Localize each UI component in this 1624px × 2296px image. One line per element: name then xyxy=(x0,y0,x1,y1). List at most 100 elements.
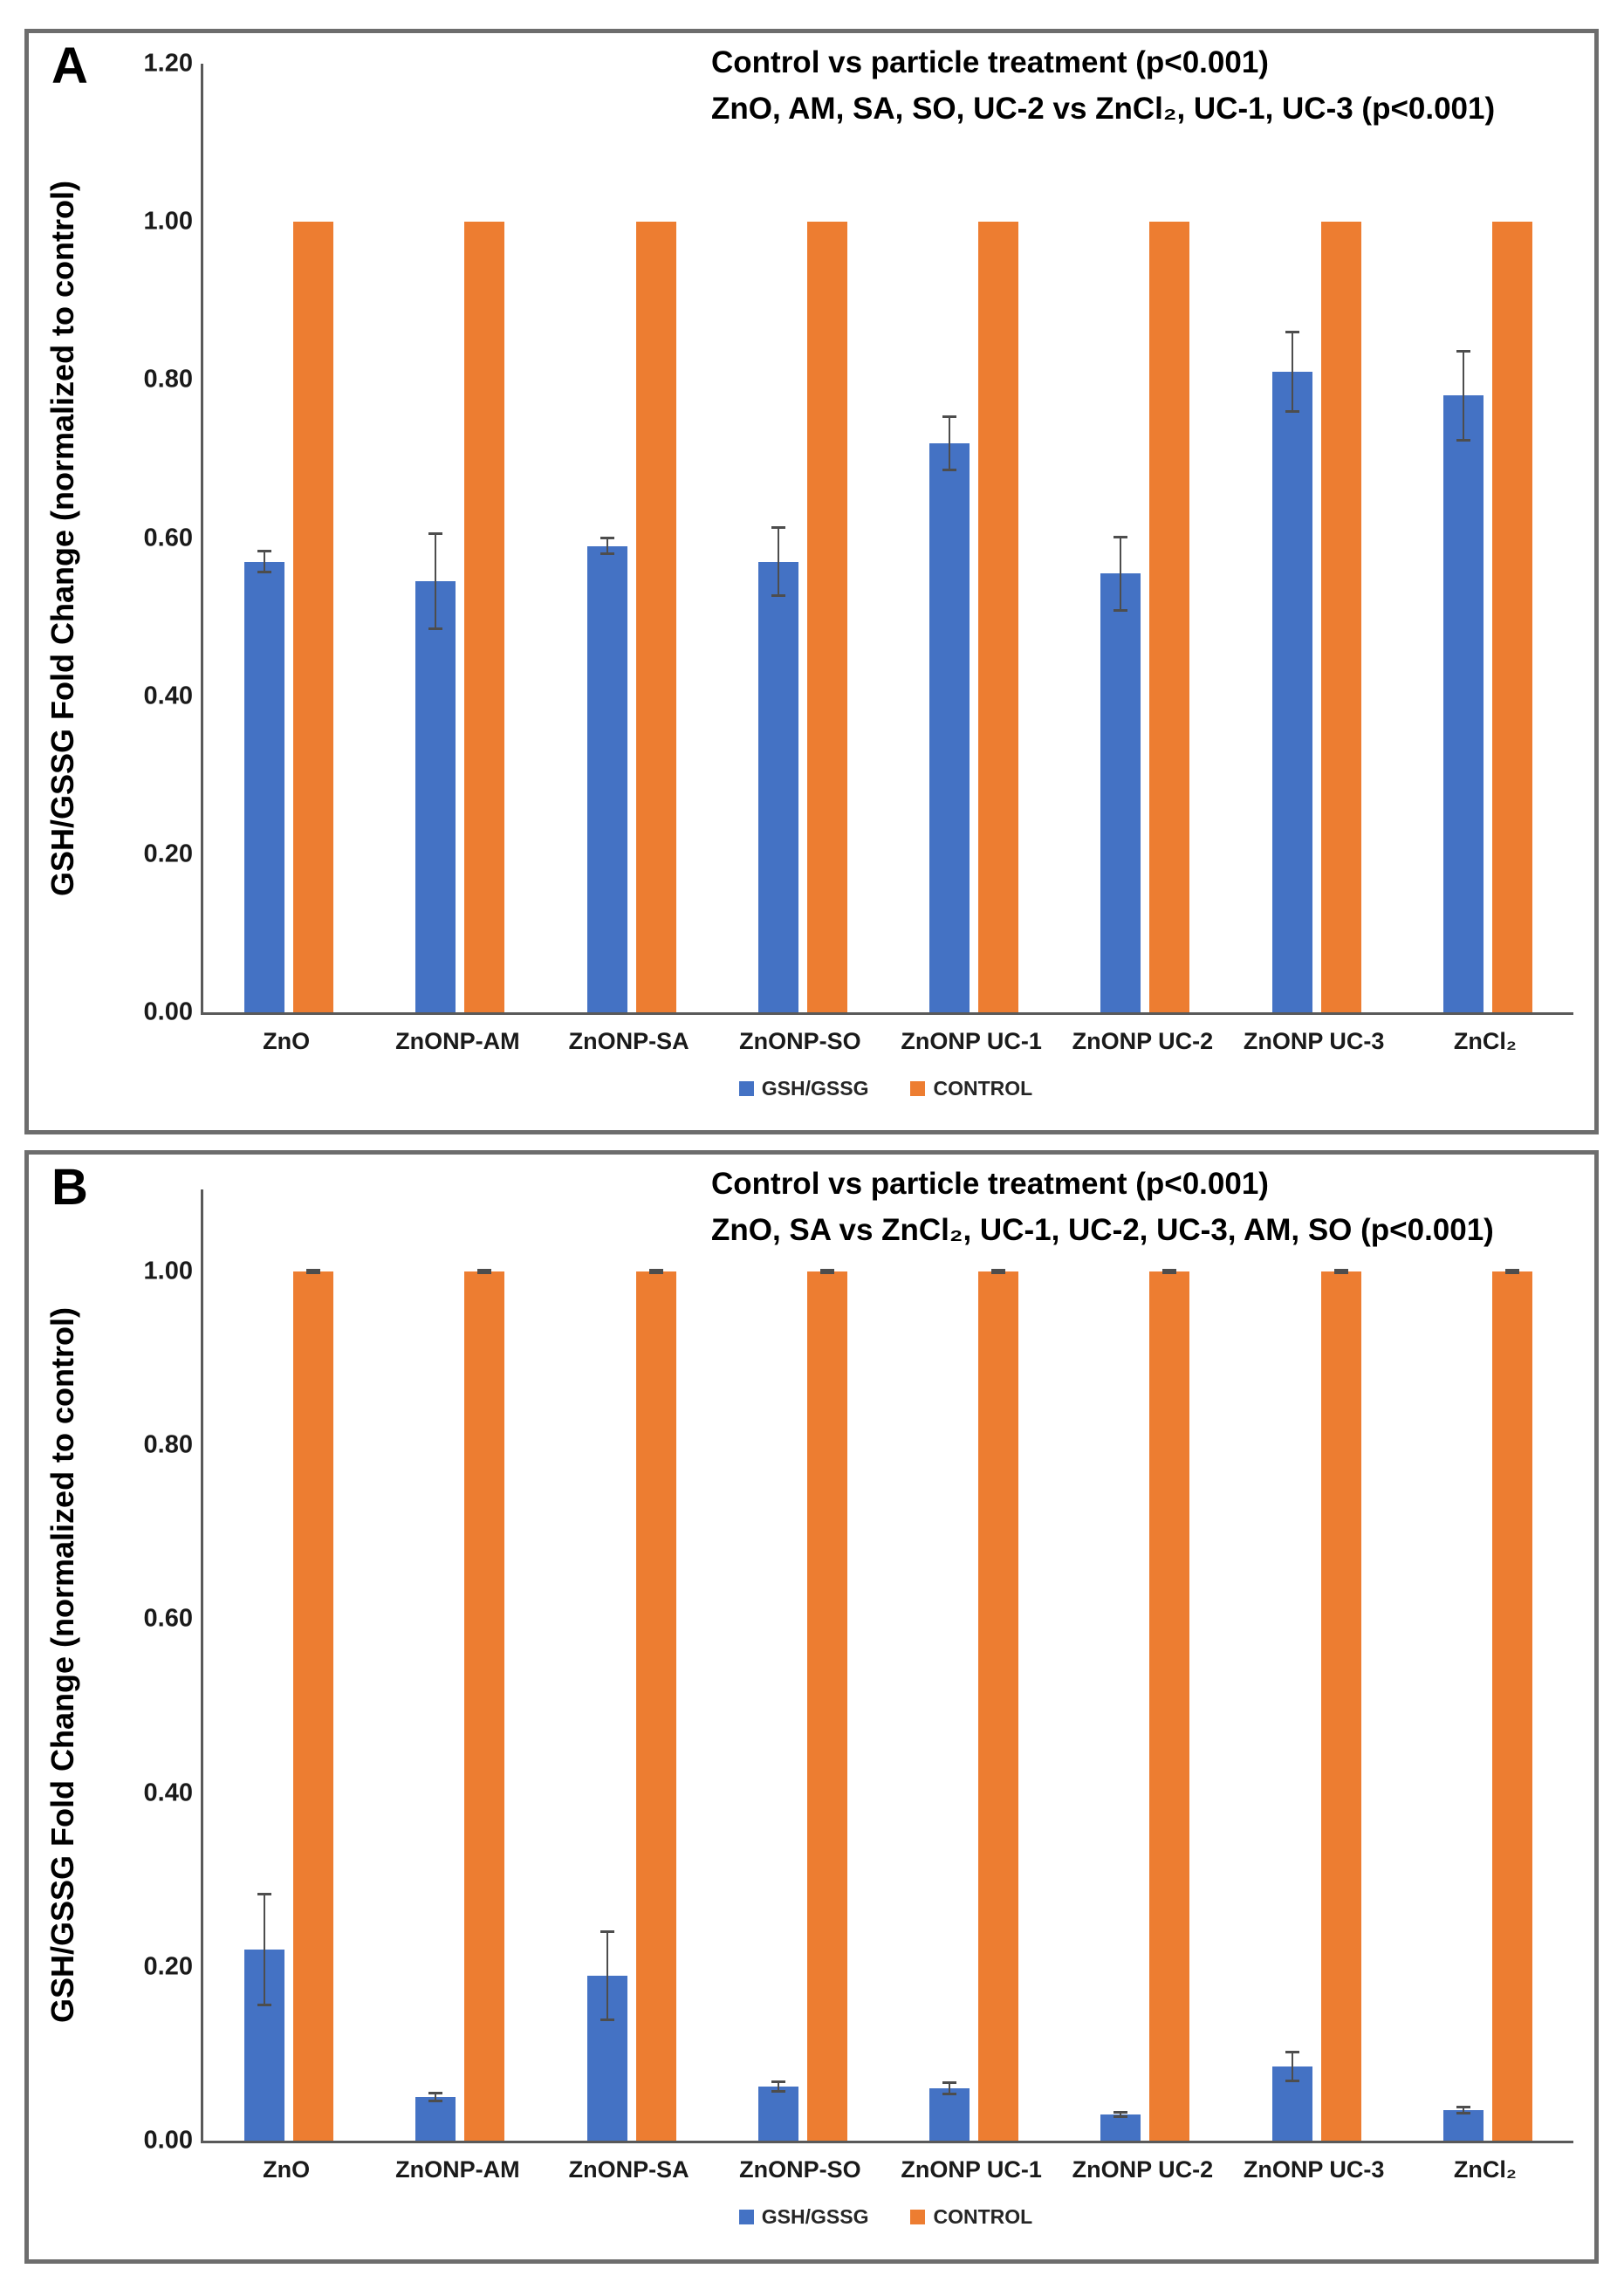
error-bar-cap-top xyxy=(1333,1269,1348,1272)
bar-control xyxy=(1491,1271,1532,2141)
bar-slot xyxy=(1149,64,1190,1012)
x-category-label: ZnONP-SA xyxy=(568,1028,689,1054)
bar-gsh-gssg xyxy=(929,2088,970,2141)
error-bar-cap-bottom xyxy=(428,627,443,631)
error-bar-cap-top xyxy=(600,1929,614,1933)
legend-label: GSH/GSSG xyxy=(761,2205,869,2228)
bar-slot xyxy=(586,64,627,1012)
error-bar xyxy=(428,2092,443,2103)
x-category-label: ZnO xyxy=(263,1028,311,1054)
x-category-label: ZnO xyxy=(263,2156,311,2183)
error-bar xyxy=(1114,2111,1128,2119)
bar-control xyxy=(464,222,505,1012)
legend: GSH/GSSG CONTROL xyxy=(201,1077,1571,1100)
bar-slot xyxy=(1271,64,1312,1012)
error-bar-cap-bottom xyxy=(1285,410,1299,414)
bar-control xyxy=(635,222,676,1012)
bar-slot xyxy=(1320,64,1361,1012)
x-category-label: ZnONP-AM xyxy=(395,2156,520,2183)
error-bar xyxy=(991,1269,1006,1275)
error-bar-line xyxy=(1291,331,1293,414)
error-bar xyxy=(1114,535,1128,612)
error-bar-cap-top xyxy=(1456,2106,1470,2109)
error-bar-line xyxy=(606,536,608,556)
bar-group xyxy=(203,64,374,1012)
x-category-label: ZnONP-SO xyxy=(739,2156,861,2183)
error-bar xyxy=(771,525,785,598)
panel-label-b: B xyxy=(51,1159,88,1216)
error-bar xyxy=(600,536,614,556)
bar-slot xyxy=(1320,1189,1361,2141)
error-bar xyxy=(257,550,272,574)
bar-slot xyxy=(757,1189,798,2141)
error-bar-cap-top xyxy=(942,415,957,419)
chart-title-line2: ZnO, AM, SA, SO, UC-2 vs ZnCl₂, UC-1, UC… xyxy=(711,91,1496,126)
error-bar-cap-bottom xyxy=(1162,1271,1177,1275)
error-bar xyxy=(771,2080,785,2094)
x-axis-labels: ZnO ZnONP-AM ZnONP-SA ZnONP-SO ZnONP UC-1 ZnO… xyxy=(201,1028,1571,1055)
legend-item-gsh-gssg: GSH/GSSG xyxy=(738,1077,869,1100)
bar-gsh-gssg xyxy=(1100,573,1141,1012)
error-bar-cap-top xyxy=(771,2080,785,2084)
bar-control xyxy=(1149,222,1190,1012)
error-bar-cap-bottom xyxy=(771,594,785,598)
bar-group xyxy=(203,1189,374,2141)
bar-group xyxy=(1402,1189,1573,2141)
bar-slot xyxy=(464,1189,505,2141)
bar-gsh-gssg xyxy=(757,561,798,1012)
y-tick-label: 0.00 xyxy=(143,997,193,1026)
x-category-label: ZnONP UC-1 xyxy=(901,1028,1042,1054)
y-tick-label: 0.40 xyxy=(143,1779,193,1807)
chart-title-line1: Control vs particle treatment (p<0.001) xyxy=(711,45,1269,79)
error-bar-line xyxy=(264,1893,266,2006)
panel-b: B Control vs particle treatment (p<0.001… xyxy=(24,1150,1599,2264)
legend-swatch-icon xyxy=(738,2210,754,2224)
error-bar-cap-top xyxy=(600,536,614,539)
chart-title-line1: Control vs particle treatment (p<0.001) xyxy=(711,1167,1269,1201)
bar-gsh-gssg xyxy=(586,545,627,1012)
bar-group xyxy=(546,64,717,1012)
bar-slot xyxy=(1491,1189,1532,2141)
error-bar-cap-bottom xyxy=(257,571,272,574)
error-bar-cap-bottom xyxy=(257,2003,272,2006)
bar-control xyxy=(293,222,334,1012)
bar-group xyxy=(888,1189,1059,2141)
legend-label: CONTROL xyxy=(933,2205,1033,2228)
bar-control xyxy=(635,1271,676,2141)
error-bar xyxy=(648,1269,663,1275)
panel-a: A Control vs particle treatment (p<0.001… xyxy=(24,29,1599,1134)
error-bar-cap-bottom xyxy=(771,2090,785,2094)
legend-label: CONTROL xyxy=(933,1077,1033,1100)
legend-label: GSH/GSSG xyxy=(761,1077,869,1100)
x-category-label: ZnONP UC-3 xyxy=(1243,1028,1385,1054)
error-bar-cap-bottom xyxy=(1114,608,1128,612)
bar-group xyxy=(1231,1189,1402,2141)
x-axis-labels: ZnO ZnONP-AM ZnONP-SA ZnONP-SO ZnONP UC-1 ZnO… xyxy=(201,2156,1571,2183)
error-bar-cap-bottom xyxy=(942,468,957,471)
bar-slot xyxy=(806,64,847,1012)
error-bar-line xyxy=(435,2092,437,2103)
error-bar xyxy=(1333,1269,1348,1275)
error-bar xyxy=(1504,1269,1519,1275)
error-bar-line xyxy=(1120,535,1122,612)
y-tick-label: 0.60 xyxy=(143,524,193,552)
error-bar-cap-bottom xyxy=(1456,2112,1470,2115)
bar-group xyxy=(546,1189,717,2141)
error-bar-cap-bottom xyxy=(1333,1271,1348,1275)
bar-slot xyxy=(929,64,970,1012)
x-category-label: ZnONP UC-1 xyxy=(901,2156,1042,2183)
bar-control xyxy=(978,1271,1019,2141)
error-bar-cap-top xyxy=(942,2081,957,2085)
error-bar xyxy=(1456,2106,1470,2115)
error-bar xyxy=(1285,331,1299,414)
bar-gsh-gssg xyxy=(929,442,970,1012)
error-bar-line xyxy=(435,532,437,631)
error-bar-cap-top xyxy=(819,1269,834,1272)
plot-area xyxy=(201,1189,1573,2143)
error-bar-line xyxy=(777,2080,779,2094)
bar-slot xyxy=(757,64,798,1012)
chart-title-line2: ZnO, SA vs ZnCl₂, UC-1, UC-2, UC-3, AM, … xyxy=(711,1212,1494,1247)
panel-label-a: A xyxy=(51,38,88,94)
error-bar xyxy=(477,1269,492,1275)
x-category-label: ZnONP UC-3 xyxy=(1243,2156,1385,2183)
